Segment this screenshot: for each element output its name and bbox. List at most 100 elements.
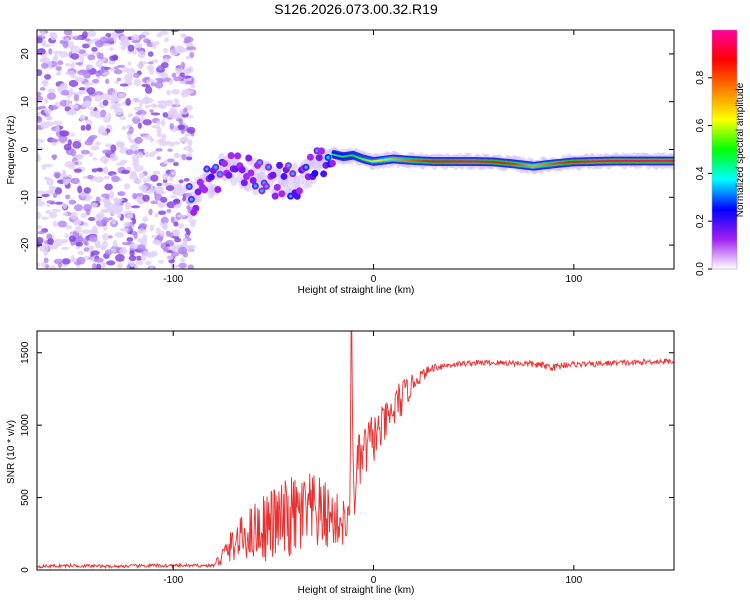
snr-x-axis: -100 0 100 bbox=[163, 331, 583, 586]
noise-speckle bbox=[44, 97, 49, 104]
noise-speckle bbox=[173, 76, 182, 82]
noise-speckle bbox=[157, 79, 166, 83]
noise-speckle bbox=[94, 91, 104, 96]
noise-speckle bbox=[154, 185, 164, 193]
noise-speckle bbox=[135, 47, 146, 51]
track-blob bbox=[245, 154, 253, 162]
noise-speckle bbox=[94, 94, 103, 102]
track-blob-core bbox=[326, 155, 330, 160]
noise-speckle bbox=[171, 88, 180, 95]
noise-speckle bbox=[189, 221, 196, 228]
noise-speckle bbox=[166, 158, 175, 163]
noise-speckle bbox=[81, 229, 92, 234]
noise-speckle bbox=[149, 266, 154, 269]
noise-speckle bbox=[68, 88, 74, 96]
noise-speckle bbox=[160, 118, 166, 127]
noise-speckle bbox=[108, 190, 115, 199]
snr-y-axis: 0 500 1000 1500 bbox=[20, 341, 674, 573]
noise-speckle bbox=[82, 31, 88, 39]
noise-speckle bbox=[107, 37, 114, 42]
noise-speckle bbox=[70, 53, 80, 60]
noise-speckle bbox=[177, 124, 186, 130]
noise-speckle bbox=[165, 101, 174, 107]
noise-speckle bbox=[171, 245, 177, 252]
noise-speckle bbox=[139, 223, 148, 229]
noise-speckle bbox=[150, 112, 161, 116]
noise-speckle bbox=[173, 204, 181, 209]
noise-speckle bbox=[95, 242, 102, 249]
track-blob-core bbox=[187, 184, 191, 189]
noise-speckle bbox=[150, 250, 158, 257]
x-tick-label: 100 bbox=[565, 575, 582, 586]
noise-speckle bbox=[95, 72, 102, 77]
noise-speckle bbox=[42, 57, 51, 64]
noise-speckle bbox=[91, 168, 98, 173]
noise-speckle bbox=[148, 104, 158, 108]
noise-speckle bbox=[62, 202, 68, 210]
colorbar-axis: 0.0 0.2 0.4 0.6 0.8 bbox=[695, 70, 712, 276]
track-blob bbox=[311, 169, 319, 177]
y-tick-label: 10 bbox=[20, 96, 31, 108]
noise-speckle bbox=[183, 68, 191, 75]
noise-speckle bbox=[88, 152, 94, 158]
noise-speckle bbox=[62, 212, 69, 217]
y-tick-label: 20 bbox=[20, 48, 31, 60]
noise-speckle bbox=[173, 98, 179, 103]
noise-speckle bbox=[72, 140, 82, 149]
noise-speckle bbox=[37, 37, 43, 44]
noise-speckle bbox=[100, 198, 110, 202]
noise-speckle bbox=[110, 144, 117, 153]
y-tick-label: -10 bbox=[20, 190, 31, 205]
noise-speckle bbox=[55, 65, 62, 71]
noise-speckle bbox=[91, 78, 100, 84]
noise-speckle bbox=[159, 230, 165, 237]
noise-speckle bbox=[88, 216, 96, 221]
noise-speckle bbox=[154, 81, 164, 89]
noise-speckle bbox=[37, 48, 46, 55]
noise-speckle bbox=[90, 250, 100, 256]
noise-speckle bbox=[106, 260, 116, 266]
snr-x-label: Height of straight line (km) bbox=[298, 585, 415, 596]
noise-speckle bbox=[55, 72, 62, 76]
noise-speckle bbox=[65, 70, 76, 76]
noise-speckle bbox=[39, 86, 46, 91]
noise-speckle bbox=[37, 138, 42, 143]
noise-speckle bbox=[86, 87, 96, 95]
colorbar-label: Normalized spectral amplitude bbox=[735, 82, 746, 217]
noise-speckle bbox=[127, 44, 135, 52]
track-blob bbox=[295, 187, 303, 195]
noise-speckle bbox=[113, 69, 123, 75]
track-blob bbox=[247, 169, 255, 177]
track-blob-core bbox=[205, 167, 209, 171]
colorbar-tick-label: 0.2 bbox=[695, 214, 706, 228]
noise-speckle bbox=[121, 125, 127, 131]
noise-speckle bbox=[62, 179, 70, 185]
noise-speckle bbox=[183, 89, 194, 94]
noise-speckle bbox=[91, 51, 98, 55]
noise-speckle bbox=[105, 78, 110, 85]
noise-speckle bbox=[112, 239, 118, 248]
noise-speckle bbox=[37, 190, 46, 195]
x-tick-label: 0 bbox=[371, 575, 377, 586]
noise-speckle bbox=[164, 37, 169, 43]
noise-speckle bbox=[137, 62, 144, 69]
noise-speckle bbox=[180, 33, 187, 39]
noise-speckle bbox=[61, 89, 70, 96]
noise-speckle bbox=[77, 185, 83, 194]
noise-speckle bbox=[120, 35, 129, 44]
noise-speckle bbox=[137, 228, 146, 235]
noise-speckle bbox=[163, 47, 168, 54]
noise-speckle bbox=[138, 184, 148, 191]
noise-speckle bbox=[70, 75, 77, 79]
colorbar-scale bbox=[712, 30, 737, 269]
noise-speckle bbox=[92, 263, 97, 269]
noise-speckle bbox=[142, 216, 149, 223]
noise-speckle bbox=[116, 210, 122, 219]
noise-speckle bbox=[49, 265, 56, 269]
noise-speckle bbox=[180, 257, 186, 263]
noise-speckle bbox=[68, 199, 77, 205]
noise-speckle bbox=[171, 141, 181, 145]
noise-speckle bbox=[68, 235, 76, 242]
noise-speckle bbox=[70, 61, 75, 70]
noise-speckle bbox=[152, 43, 157, 49]
